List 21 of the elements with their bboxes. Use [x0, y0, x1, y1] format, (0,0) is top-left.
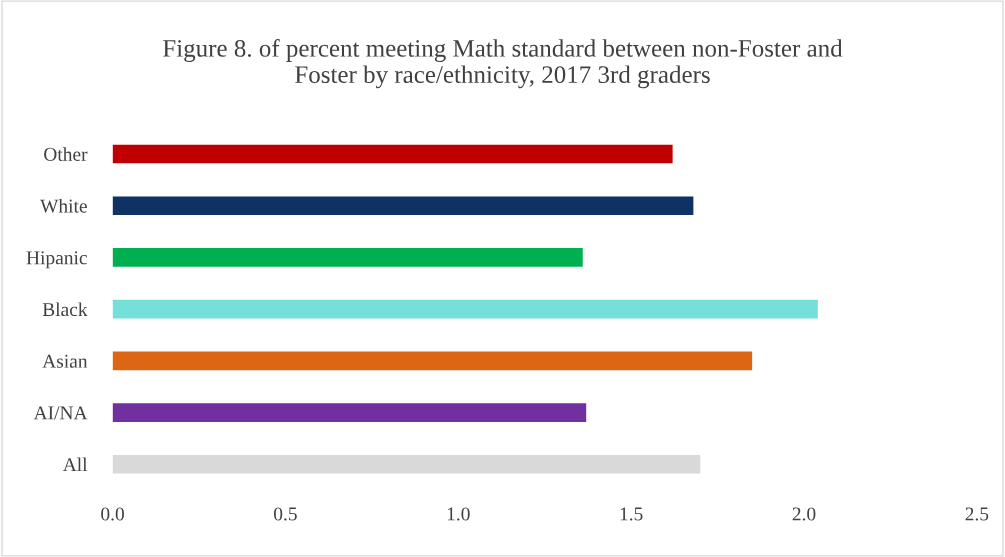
bar: [112, 351, 753, 371]
y-tick-label: Asian: [42, 354, 88, 368]
bar: [112, 403, 587, 422]
bar: [112, 299, 818, 319]
x-tick-label: 2.5: [965, 507, 989, 521]
x-tick-label: 2.0: [792, 507, 816, 521]
y-tick-label: Hipanic: [26, 251, 87, 269]
y-tick-label: Other: [44, 147, 88, 161]
x-tick-label: 0.5: [274, 507, 297, 521]
chart-title: Figure 8. of percent meeting Math standard between non-Foster and Foster by race/ethnicity, 2017 3rd graders: [163, 38, 843, 89]
bar: [112, 144, 673, 164]
bar: [112, 248, 583, 267]
y-tick-label: Black: [42, 302, 88, 317]
bar: [112, 196, 694, 215]
y-tick-label: White: [40, 198, 87, 213]
bar: [112, 454, 701, 474]
x-tick-label: 1.5: [620, 507, 643, 521]
y-tick-label: All: [62, 457, 88, 472]
x-tick-label: 1.0: [447, 507, 470, 521]
x-tick-label: 0.0: [101, 507, 124, 521]
y-tick-label: AI/NA: [33, 406, 88, 420]
